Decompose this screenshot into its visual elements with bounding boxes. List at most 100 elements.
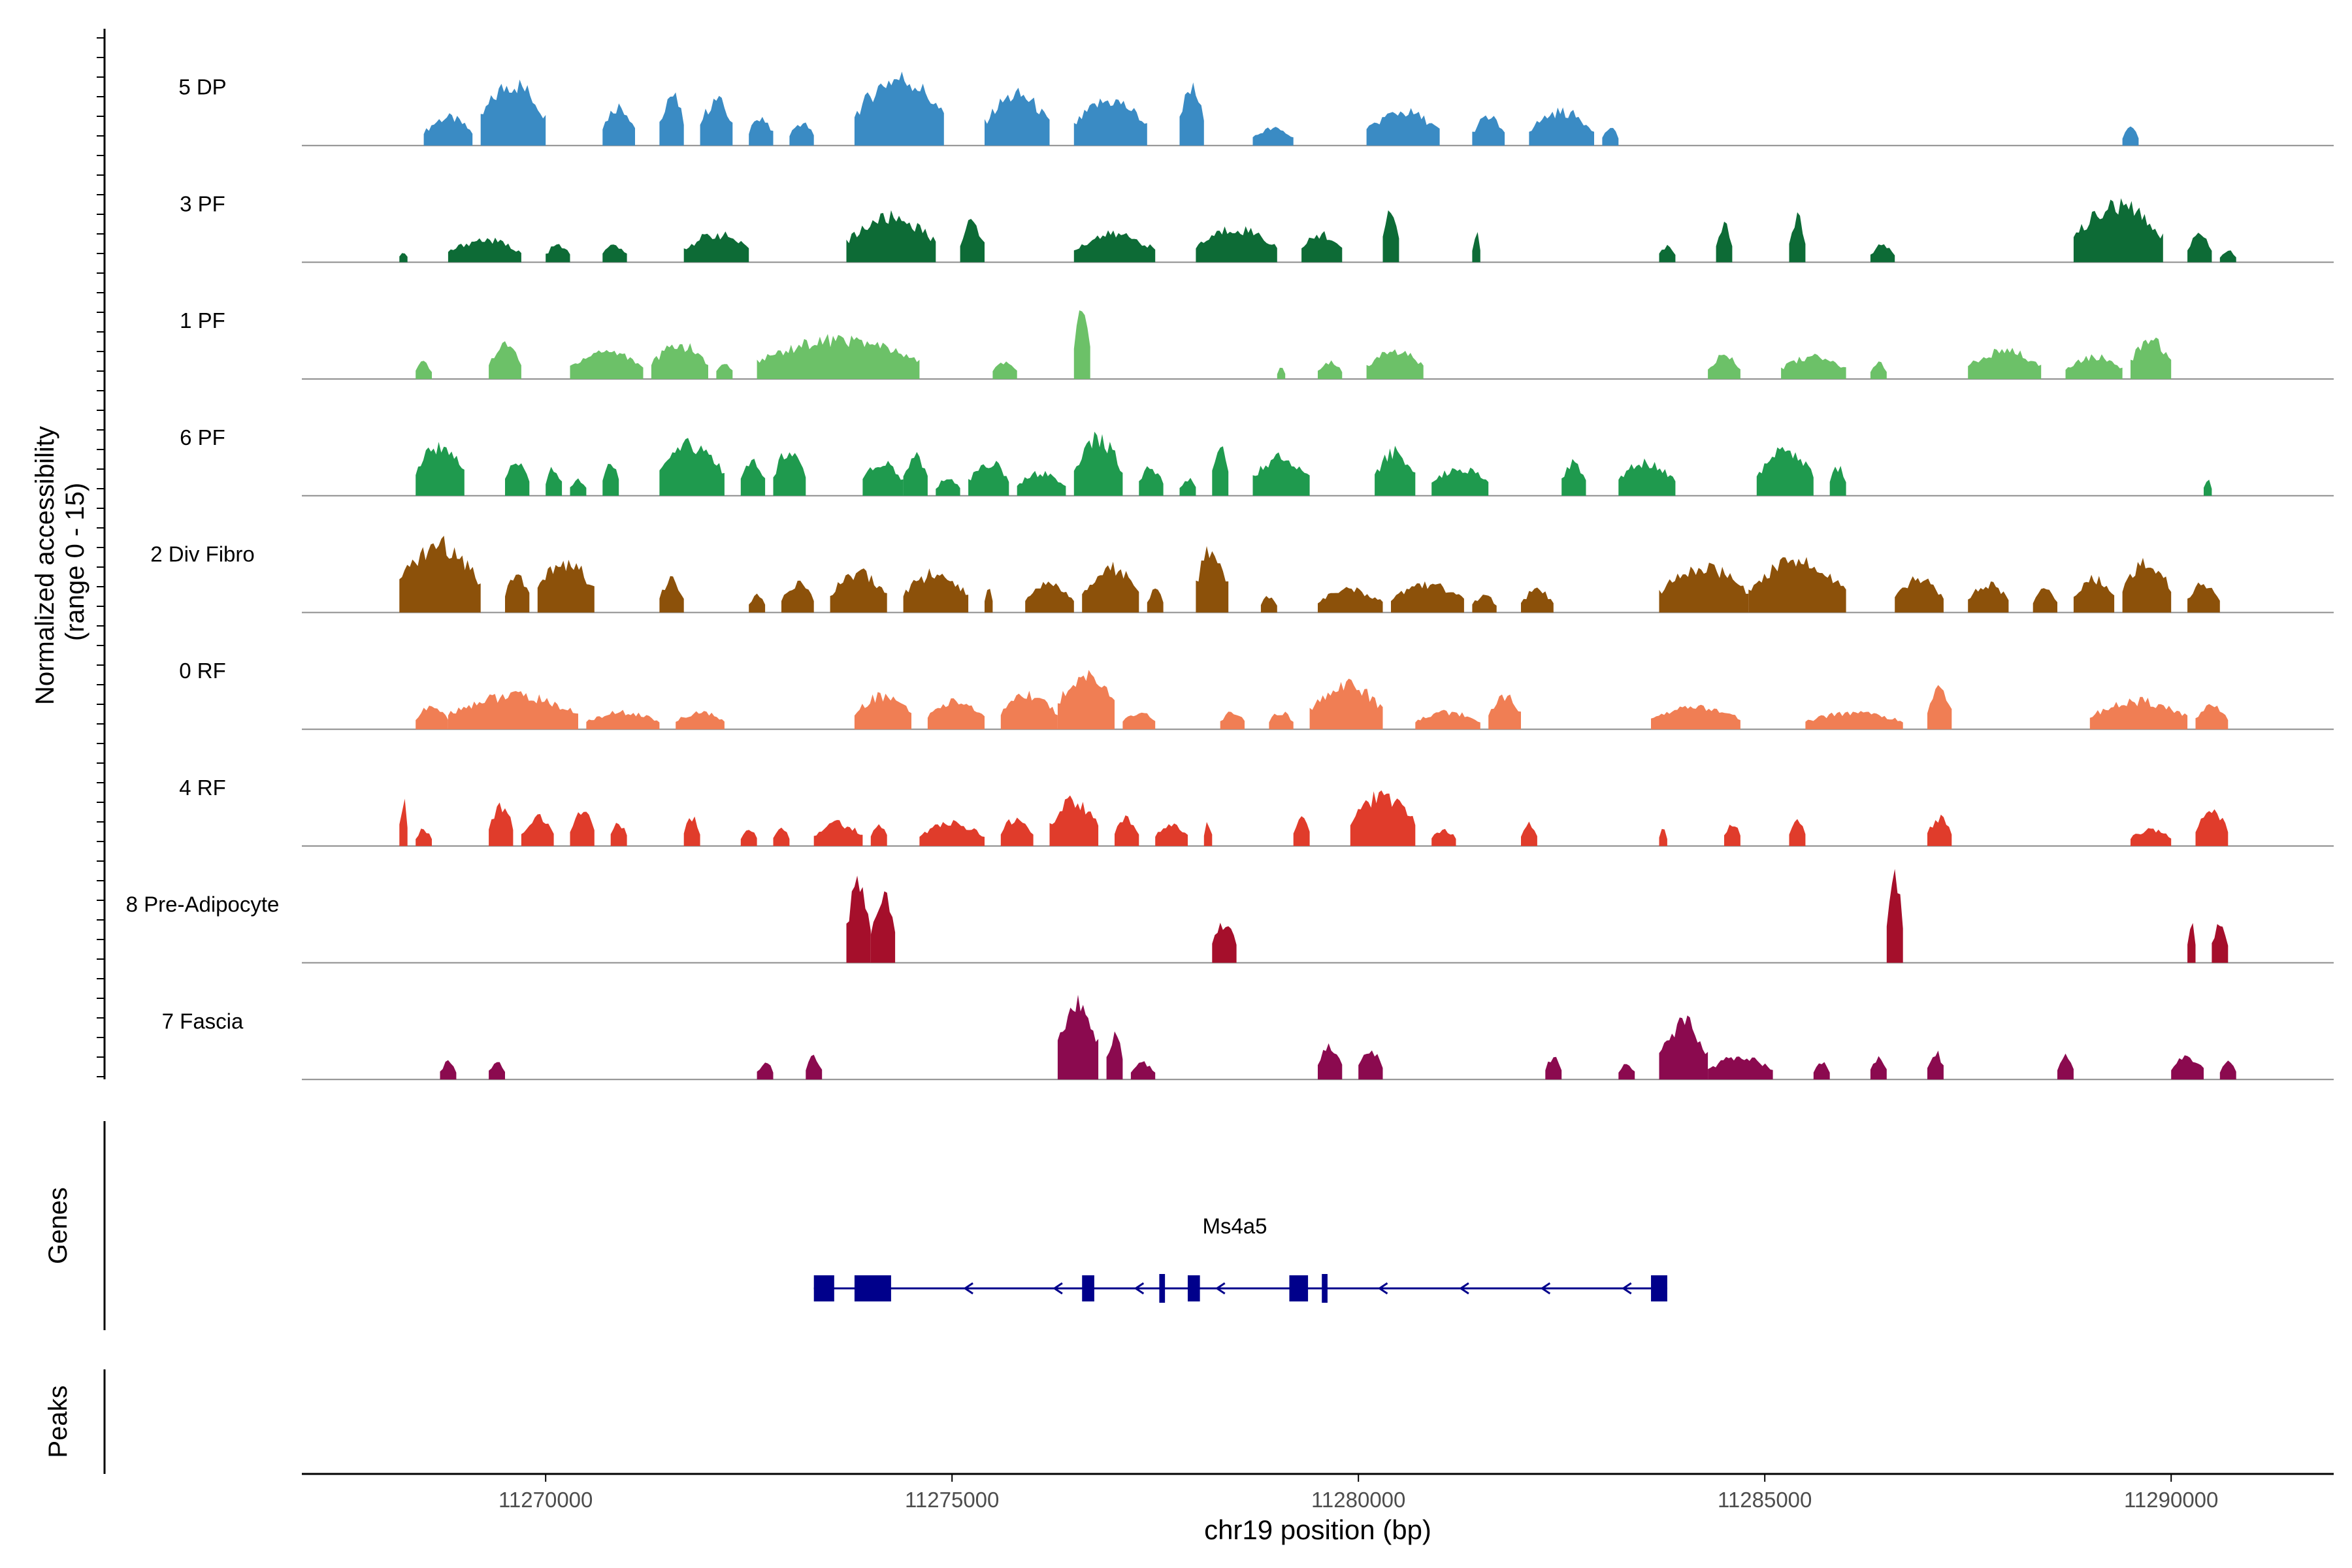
accessibility-peak: [700, 95, 733, 146]
accessibility-peak: [546, 466, 563, 496]
accessibility-peak: [1870, 361, 1887, 380]
accessibility-peak: [416, 442, 465, 496]
accessibility-peak: [659, 92, 684, 146]
accessibility-peak: [659, 576, 684, 613]
accessibility-peak: [448, 237, 521, 263]
accessibility-peak: [2131, 828, 2172, 846]
accessibility-peak: [985, 589, 993, 613]
accessibility-peak: [781, 580, 814, 613]
accessibility-peak: [1366, 108, 1440, 146]
accessibility-peak: [505, 574, 530, 613]
accessibility-peak: [749, 116, 774, 146]
y-axis-title: Normalized accessibility (range 0 - 15): [31, 419, 90, 705]
accessibility-peak: [1350, 790, 1416, 846]
accessibility-peak: [1115, 815, 1139, 846]
accessibility-peak: [1431, 467, 1489, 496]
accessibility-peak: [683, 231, 749, 263]
accessibility-peak: [1212, 923, 1237, 963]
accessibility-peak: [1968, 348, 2042, 380]
accessibility-peak: [1082, 561, 1139, 613]
accessibility-peak: [1968, 581, 2009, 613]
accessibility-peak: [830, 568, 887, 613]
accessibility-peak: [570, 350, 644, 380]
accessibility-peak: [1147, 588, 1164, 613]
accessibility-peak: [1529, 107, 1594, 146]
strand-arrow: [963, 1282, 973, 1295]
accessibility-peak: [489, 341, 521, 380]
accessibility-peak: [960, 219, 985, 263]
accessibility-peak: [676, 711, 725, 730]
accessibility-peak: [1025, 581, 1074, 613]
accessibility-peak: [789, 122, 814, 146]
accessibility-peak: [1155, 823, 1188, 846]
accessibility-peak: [2073, 198, 2163, 263]
accessibility-peak: [440, 1060, 457, 1080]
accessibility-peak: [2065, 354, 2123, 380]
accessibility-peak: [1252, 127, 1294, 146]
track-4-rf: 4 RF: [179, 776, 2334, 847]
track-label: 4 RF: [179, 776, 226, 800]
accessibility-peak: [416, 361, 432, 380]
accessibility-peak: [2195, 704, 2229, 730]
accessibility-peak: [448, 691, 578, 730]
gene-exon: [1159, 1274, 1166, 1303]
accessibility-peak: [1472, 232, 1480, 263]
gene-exon: [1082, 1275, 1094, 1301]
accessibility-peak: [757, 334, 920, 380]
accessibility-peak: [2122, 126, 2139, 146]
gene-exon: [813, 1275, 834, 1301]
accessibility-peak: [1659, 563, 1749, 613]
accessibility-peak: [757, 1062, 774, 1080]
genes-panel-label: Genes: [44, 1187, 73, 1264]
gene-exon: [1187, 1275, 1200, 1301]
accessibility-peak: [651, 343, 708, 380]
accessibility-peak: [1651, 704, 1740, 730]
accessibility-peak: [1521, 587, 1554, 613]
accessibility-peak: [1870, 1056, 1887, 1080]
accessibility-peak: [919, 820, 985, 846]
accessibility-peak: [936, 479, 960, 496]
gene-name-label: Ms4a5: [1202, 1214, 1267, 1238]
accessibility-peak: [537, 559, 595, 613]
accessibility-peak: [740, 830, 757, 846]
accessibility-peak: [1293, 816, 1310, 846]
accessibility-peak: [570, 811, 595, 846]
accessibility-peak: [1220, 711, 1245, 730]
accessibility-peak: [399, 798, 408, 846]
accessibility-peak: [2089, 696, 2188, 730]
accessibility-peak: [1301, 231, 1343, 263]
strand-arrow: [1134, 1282, 1145, 1295]
accessibility-peak: [1196, 546, 1229, 613]
accessibility-peak: [1130, 1061, 1156, 1080]
accessibility-peak: [1073, 431, 1123, 496]
accessibility-peak: [1659, 828, 1667, 846]
accessibility-peak: [1203, 822, 1213, 846]
accessibility-peak: [610, 823, 627, 846]
accessibility-peak: [659, 438, 725, 496]
accessibility-peak: [1716, 221, 1733, 263]
accessibility-peak: [602, 103, 635, 146]
accessibility-peak: [521, 814, 554, 846]
accessibility-peak: [2219, 250, 2236, 263]
x-tick-label: 11285000: [1718, 1488, 1812, 1512]
track-label: 2 Div Fibro: [150, 542, 255, 566]
accessibility-peak: [1886, 869, 1903, 963]
accessibility-peak: [1618, 1064, 1635, 1080]
track-6-pf: 6 PF: [180, 425, 2334, 497]
accessibility-peak: [1724, 825, 1740, 846]
track-8-pre-adipocyte: 8 Pre-Adipocyte: [126, 869, 2334, 964]
accessibility-peak: [1000, 691, 1058, 730]
accessibility-peak: [846, 875, 871, 963]
accessibility-peak: [1212, 446, 1229, 496]
x-axis-ticks: 11270000 11275000 11280000 11285000 11290000: [498, 1474, 2218, 1512]
accessibility-peak: [1870, 244, 1895, 263]
accessibility-peak: [1561, 459, 1586, 496]
track-3-pf: 3 PF: [180, 191, 2334, 263]
accessibility-peak: [1927, 814, 1952, 846]
gene-exon: [1289, 1275, 1309, 1301]
accessibility-peak: [854, 71, 944, 146]
accessibility-peak: [586, 710, 660, 730]
track-label: 0 RF: [179, 659, 226, 683]
accessibility-peak: [416, 828, 432, 846]
